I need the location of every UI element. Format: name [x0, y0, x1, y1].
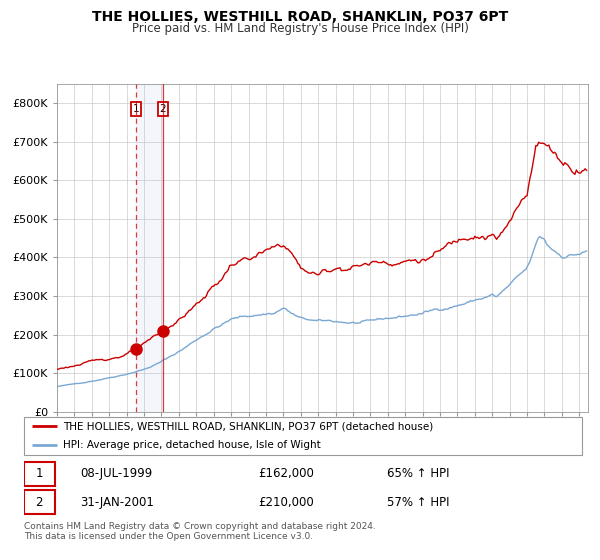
Text: 31-JAN-2001: 31-JAN-2001 — [80, 496, 154, 508]
Text: £210,000: £210,000 — [259, 496, 314, 508]
Text: THE HOLLIES, WESTHILL ROAD, SHANKLIN, PO37 6PT: THE HOLLIES, WESTHILL ROAD, SHANKLIN, PO… — [92, 10, 508, 24]
Text: Price paid vs. HM Land Registry's House Price Index (HPI): Price paid vs. HM Land Registry's House … — [131, 22, 469, 35]
FancyBboxPatch shape — [24, 490, 55, 515]
FancyBboxPatch shape — [24, 461, 55, 486]
Text: 08-JUL-1999: 08-JUL-1999 — [80, 468, 152, 480]
Bar — [136, 84, 163, 412]
Text: 57% ↑ HPI: 57% ↑ HPI — [387, 496, 449, 508]
Text: 65% ↑ HPI: 65% ↑ HPI — [387, 468, 449, 480]
Text: 1: 1 — [35, 468, 43, 480]
Text: £162,000: £162,000 — [259, 468, 314, 480]
Text: Contains HM Land Registry data © Crown copyright and database right 2024.
This d: Contains HM Land Registry data © Crown c… — [24, 522, 376, 542]
Text: 2: 2 — [160, 104, 166, 114]
Text: HPI: Average price, detached house, Isle of Wight: HPI: Average price, detached house, Isle… — [63, 440, 321, 450]
FancyBboxPatch shape — [24, 417, 582, 455]
Text: THE HOLLIES, WESTHILL ROAD, SHANKLIN, PO37 6PT (detached house): THE HOLLIES, WESTHILL ROAD, SHANKLIN, PO… — [63, 421, 433, 431]
Text: 1: 1 — [133, 104, 139, 114]
Text: 2: 2 — [35, 496, 43, 508]
